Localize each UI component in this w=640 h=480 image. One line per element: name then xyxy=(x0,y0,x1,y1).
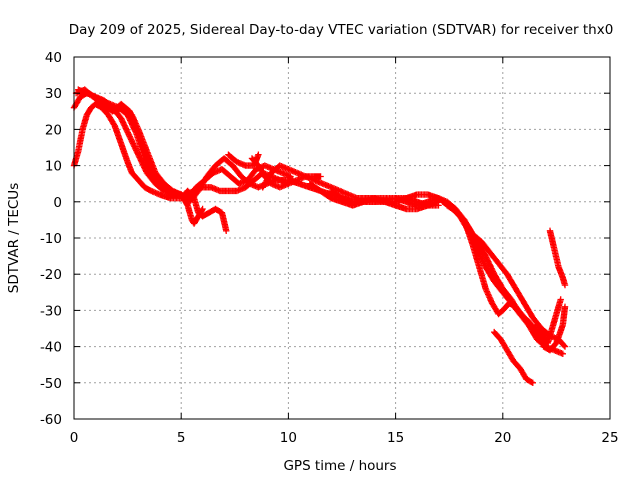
x-tick-label: 10 xyxy=(280,430,297,446)
y-tick-label: 40 xyxy=(45,50,62,66)
series-track-5 xyxy=(77,90,185,198)
series-track-3 xyxy=(72,86,185,198)
x-tick-label: 20 xyxy=(494,430,511,446)
chart-title: Day 209 of 2025, Sidereal Day-to-day VTE… xyxy=(69,22,614,38)
y-axis-label: SDTVAR / TECUs xyxy=(6,183,22,293)
point-markers xyxy=(72,86,185,198)
x-tick-label: 0 xyxy=(70,430,79,446)
series-track-16 xyxy=(328,187,442,209)
point-markers xyxy=(533,296,564,347)
y-tick-label: -20 xyxy=(40,267,62,283)
point-markers xyxy=(328,187,442,209)
y-tick-label: 10 xyxy=(45,159,62,175)
y-tick-label: 0 xyxy=(53,195,62,211)
y-tick-label: -30 xyxy=(40,303,62,319)
series-track-22 xyxy=(533,296,564,347)
x-axis-label: GPS time / hours xyxy=(283,458,396,474)
data-points xyxy=(70,86,569,386)
y-tick-label: 30 xyxy=(45,86,62,102)
series-track-21 xyxy=(491,328,536,386)
axis-ticks: 0 5 10 15 20 25 -60 -50 -40 -30 -20 -10 0 10 20 30 40 xyxy=(40,50,619,446)
series-track-7 xyxy=(180,195,206,227)
y-tick-label: -40 xyxy=(40,340,62,356)
x-tick-label: 25 xyxy=(601,430,618,446)
y-tick-label: -10 xyxy=(40,231,62,247)
point-markers xyxy=(540,303,569,354)
y-tick-label: -60 xyxy=(40,412,62,428)
y-tick-label: -50 xyxy=(40,376,62,392)
y-tick-label: 20 xyxy=(45,122,62,138)
series-track-24 xyxy=(540,303,569,354)
grid-lines xyxy=(74,57,610,419)
series-track-19 xyxy=(439,198,569,350)
point-markers xyxy=(70,90,191,202)
point-markers xyxy=(180,195,206,227)
point-markers xyxy=(546,227,569,289)
series-track-23 xyxy=(546,227,569,289)
point-markers xyxy=(491,328,536,386)
point-markers xyxy=(77,90,185,198)
x-tick-label: 15 xyxy=(387,430,404,446)
point-markers xyxy=(439,198,569,350)
x-tick-label: 5 xyxy=(177,430,186,446)
series-track-2 xyxy=(70,90,191,202)
